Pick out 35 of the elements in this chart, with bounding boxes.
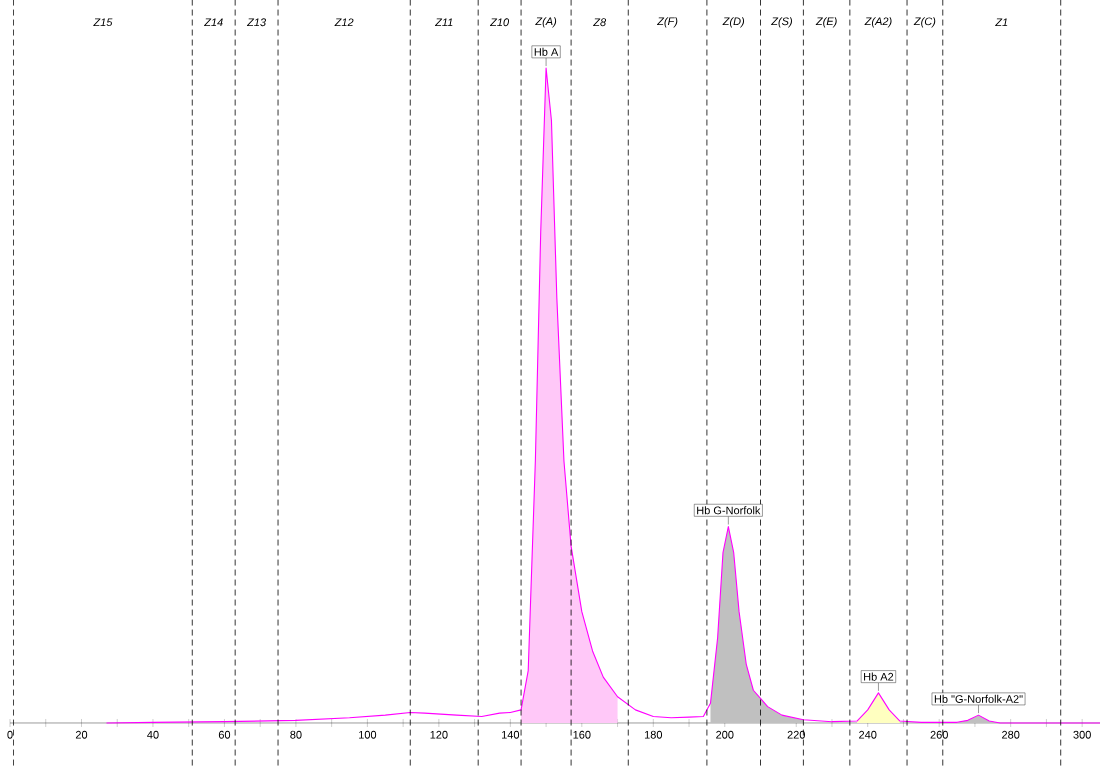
text: Z(A) — [535, 17, 557, 28]
x-tick-label: 260 — [930, 730, 948, 739]
x-tick-label: 280 — [1002, 730, 1020, 739]
annotation: Hb A2 — [864, 672, 894, 681]
annotation: Hb "G-Norfolk-A2" — [934, 694, 1023, 703]
text: Z(E) — [815, 17, 837, 28]
x-tick-label: 180 — [644, 730, 663, 739]
text: Z13 — [246, 18, 266, 27]
annotation: Hb A — [534, 47, 559, 56]
x-tick-label: 300 — [1073, 730, 1091, 739]
text: Z10 — [489, 18, 510, 27]
text: Z8 — [593, 18, 607, 27]
x-tick-label: 100 — [359, 730, 377, 739]
text: Z11 — [434, 18, 453, 27]
text: Z(S) — [771, 17, 792, 28]
text: Z15 — [93, 18, 113, 27]
text: Z1 — [995, 18, 1008, 27]
x-tick-label: 0 — [7, 730, 13, 739]
x-tick-label: 160 — [573, 730, 591, 739]
x-tick-label: 80 — [290, 730, 302, 739]
text: Z(C) — [913, 17, 936, 28]
text: Z(F) — [656, 17, 678, 28]
x-tick-label: 140 — [502, 730, 520, 739]
annotation: Hb G-Norfolk — [697, 506, 761, 515]
x-tick-label: 220 — [787, 730, 805, 739]
x-tick-label: 120 — [430, 730, 448, 739]
text: Z12 — [334, 18, 354, 27]
x-tick-label: 240 — [859, 730, 877, 739]
text: Z(A2) — [864, 17, 892, 28]
text: Z(D) — [722, 17, 745, 28]
x-tick-label: 20 — [75, 730, 88, 739]
x-tick-label: 40 — [147, 730, 159, 739]
x-tick-label: 60 — [218, 730, 231, 739]
text: Z14 — [204, 18, 223, 27]
x-tick-label: 200 — [716, 730, 734, 739]
